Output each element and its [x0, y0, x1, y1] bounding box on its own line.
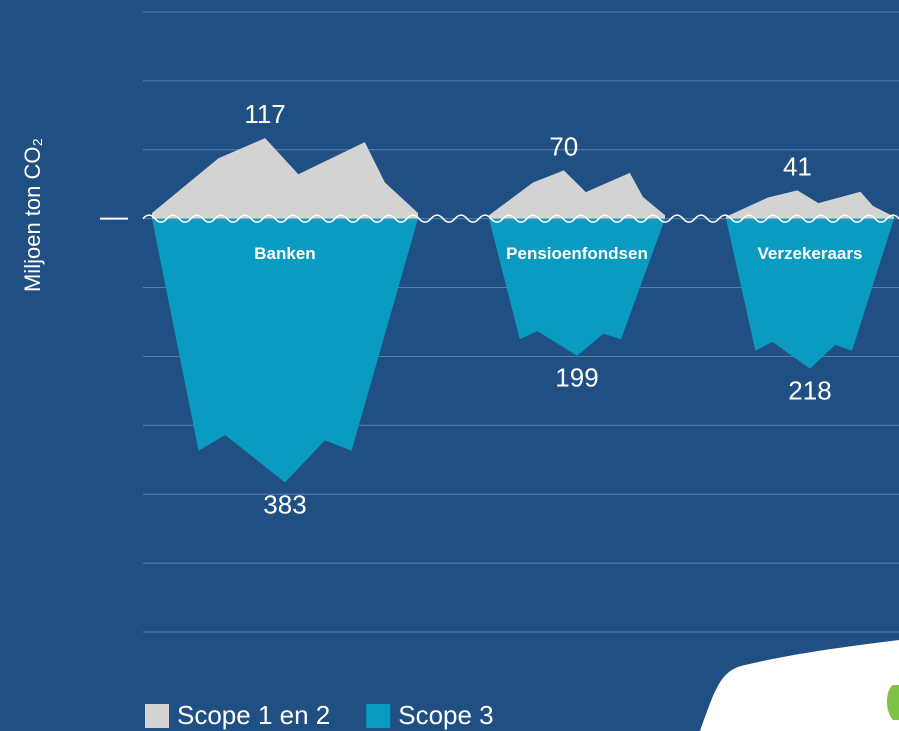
category-label: Pensioenfondsen	[506, 244, 648, 263]
legend-swatch	[366, 704, 391, 728]
logo	[887, 685, 899, 720]
value-label: 218	[788, 376, 831, 406]
value-label: 41	[783, 151, 812, 181]
iceberg-below	[489, 218, 665, 356]
category-label: Banken	[254, 244, 315, 263]
value-label: 383	[263, 489, 306, 519]
value-label: 70	[549, 131, 578, 161]
iceberg-above	[489, 170, 665, 219]
legend-label: Scope 1 en 2	[177, 700, 330, 730]
value-label: 117	[244, 99, 285, 129]
legend-label: Scope 3	[398, 700, 493, 730]
waterline	[142, 214, 899, 223]
iceberg-below	[726, 218, 894, 369]
decoration	[700, 640, 899, 731]
value-label: 199	[555, 363, 598, 393]
category-label: Verzekeraars	[758, 244, 863, 263]
iceberg-above	[726, 190, 894, 219]
iceberg-below	[152, 218, 418, 483]
legend-swatch	[145, 704, 169, 728]
y-axis-label: Miljoen ton CO₂	[20, 138, 45, 292]
legend: Scope 1 en 2 Scope 3	[145, 700, 494, 730]
plot: Banken 117 383 Pensioenfondsen 70 199 Verzeker…	[142, 99, 899, 519]
iceberg-above	[152, 138, 418, 219]
